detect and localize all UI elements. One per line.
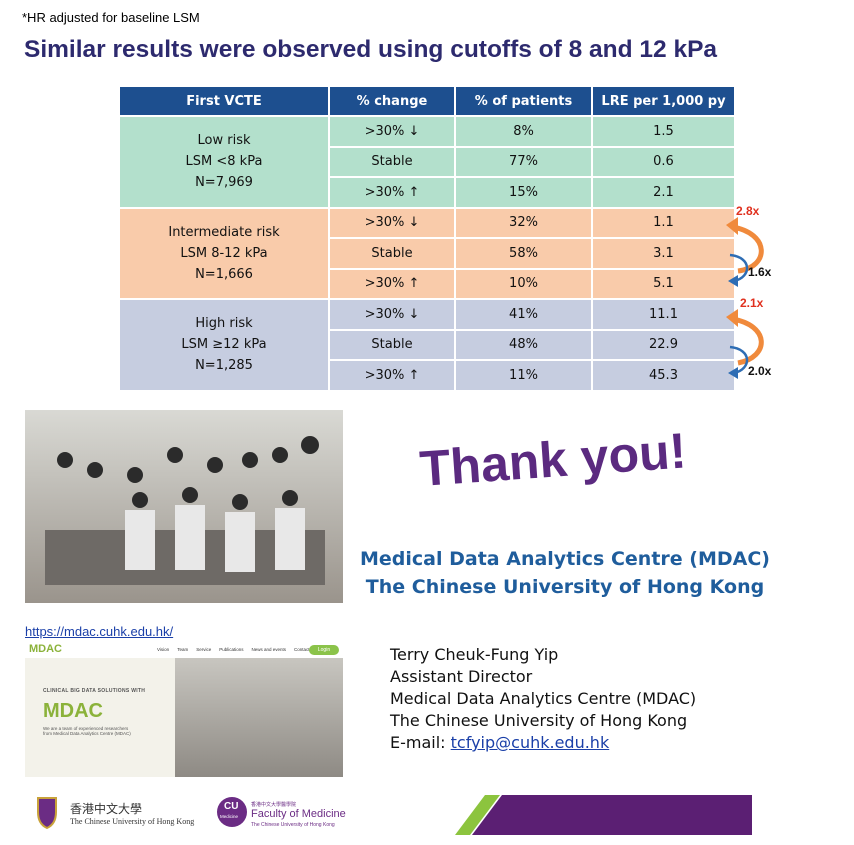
table-cell: >30% ↓ <box>328 298 456 331</box>
table-cell: 10% <box>454 267 593 300</box>
nav-link: Service <box>196 647 212 652</box>
table-cell: >30% ↑ <box>328 267 456 300</box>
table-row: Low risk LSM <8 kPa N=7,969 >30% ↓ 8% 1.5 <box>118 115 736 209</box>
arrow-head <box>728 275 738 287</box>
nav-links: Vision Team Service Publications News and ev… <box>157 647 316 652</box>
lab-coats <box>125 505 305 572</box>
group-label: High risk LSM ≥12 kPa N=1,285 <box>118 298 330 392</box>
table-cell: 1.1 <box>591 206 736 239</box>
table-cell: 8% <box>454 115 593 148</box>
table-cell: 2.1 <box>591 176 736 209</box>
title: Similar results were observed using cuto… <box>24 36 718 63</box>
group-label-line: Intermediate risk <box>168 224 280 240</box>
contact-line: Terry Cheuk-Fung Yip <box>390 645 559 664</box>
table-cell: 15% <box>454 176 593 209</box>
nav-link: Publications <box>219 647 244 652</box>
table-cell: 58% <box>454 237 593 270</box>
group-label-line: N=7,969 <box>195 175 253 191</box>
faculty-chinese: 香港中文大學醫學院 <box>251 802 297 808</box>
nav-link: News and events <box>251 647 287 652</box>
group-label-line: N=1,285 <box>195 358 253 374</box>
column-header: LRE per 1,000 py <box>591 85 736 117</box>
group-label: Low risk LSM <8 kPa N=7,969 <box>118 115 330 209</box>
arrow-head <box>728 367 738 379</box>
table-cell: 11% <box>454 359 593 392</box>
cu-text: CU <box>224 801 239 812</box>
nav-link: Vision <box>157 647 170 652</box>
arrow-head <box>726 217 738 235</box>
results-table: First VCTE% change% of patients LRE per 1… <box>118 85 736 392</box>
site-blurb: We are a team of experienced researchers… <box>43 726 131 736</box>
contact-line: Medical Data Analytics Centre (MDAC) <box>390 689 697 708</box>
table-cell: >30% ↑ <box>328 359 456 392</box>
medicine-text: Medicine <box>220 814 239 819</box>
column-header: First VCTE <box>118 85 330 117</box>
cuhk-chinese: 香港中文大學 <box>70 802 143 816</box>
cuhk-crest <box>37 797 57 830</box>
faculty-name: Faculty of Medicine <box>251 808 346 820</box>
group-label-line: High risk <box>195 316 253 332</box>
website-photo <box>175 658 343 777</box>
group-label-line: LSM 8-12 kPa <box>180 245 268 261</box>
table-cell: 1.5 <box>591 115 736 148</box>
login-button: Login <box>309 645 339 655</box>
nav-link: Contact Us <box>294 647 317 652</box>
site-brand: MDAC <box>43 700 103 722</box>
footnote: *HR adjusted for baseline LSM <box>22 10 200 25</box>
column-header: % change <box>328 85 456 117</box>
column-header: % of patients <box>454 85 593 117</box>
faculty-university: The Chinese University of Hong Kong <box>251 822 335 828</box>
site-logo: MDAC <box>29 643 62 655</box>
table-cell: >30% ↑ <box>328 176 456 209</box>
ratio-label: 2.8x <box>736 204 760 218</box>
arrow-head <box>726 309 738 327</box>
team-photo <box>25 410 343 603</box>
medicine-logo <box>217 797 247 827</box>
table-cell: >30% ↓ <box>328 115 456 148</box>
footer-graphics <box>37 795 752 835</box>
table-cell: 48% <box>454 328 593 361</box>
green-stripe <box>455 795 500 835</box>
group-label-line: N=1,666 <box>195 266 253 282</box>
table-cell: 77% <box>454 145 593 178</box>
org-university: The Chinese University of Hong Kong <box>365 576 765 598</box>
people <box>57 436 319 510</box>
purple-bar <box>472 795 752 835</box>
group-label-line: LSM <8 kPa <box>185 154 263 170</box>
thank-you: Thank you! <box>418 422 688 497</box>
table-cell: Stable <box>328 328 456 361</box>
contact-line: The Chinese University of Hong Kong <box>390 711 688 730</box>
site-tagline: CLINICAL BIG DATA SOLUTIONS WITH <box>43 688 146 694</box>
nav-bar <box>25 642 343 658</box>
cuhk-english: The Chinese University of Hong Kong <box>70 817 195 826</box>
email-link[interactable]: tcfyip@cuhk.edu.hk <box>450 733 610 752</box>
org-name: Medical Data Analytics Centre (MDAC) <box>360 548 770 570</box>
ratio-label: 2.1x <box>740 296 764 310</box>
table-row: High risk LSM ≥12 kPa N=1,285 >30% ↓ 41% 11.1 <box>118 298 736 392</box>
table-cell: 41% <box>454 298 593 331</box>
ratio-arrows <box>726 217 764 379</box>
table-cell: Stable <box>328 145 456 178</box>
table-row: Intermediate risk LSM 8-12 kPa N=1,666 >30%… <box>118 206 736 300</box>
header-row: First VCTE% change% of patients LRE per 1… <box>118 85 736 117</box>
group-label-line: Low risk <box>197 133 251 149</box>
ratio-label: 2.0x <box>748 364 772 378</box>
table-cell: 0.6 <box>591 145 736 178</box>
contact-line: Assistant Director <box>390 667 533 686</box>
email-line: E-mail: tcfyip@cuhk.edu.hk <box>390 733 609 752</box>
email-label: E-mail: <box>390 733 446 752</box>
group-label: Intermediate risk LSM 8-12 kPa N=1,666 <box>118 206 330 300</box>
ratio-label: 1.6x <box>748 265 772 279</box>
table-cell: Stable <box>328 237 456 270</box>
website-link[interactable]: https://mdac.cuhk.edu.hk/ <box>25 624 174 639</box>
group-label-line: LSM ≥12 kPa <box>181 337 267 353</box>
table-cell: >30% ↓ <box>328 206 456 239</box>
table-cell: 32% <box>454 206 593 239</box>
table-row: Stable 77% 0.6 <box>119 145 736 178</box>
nav-link: Team <box>177 647 189 652</box>
website-screenshot: MDAC Vision Team Service Publications News a… <box>25 642 343 777</box>
